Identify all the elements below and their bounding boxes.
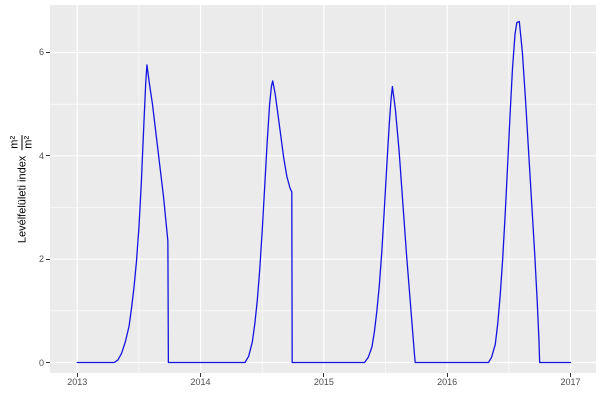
y-axis-title-text: Levélfelületi index	[16, 155, 28, 244]
lai-line-series	[76, 20, 572, 364]
y-axis-tick-label: 2	[38, 254, 44, 265]
y-axis-tick-mark	[46, 258, 50, 260]
unit-denominator: m²	[22, 135, 35, 149]
y-axis-tick-mark	[46, 51, 50, 53]
x-axis-tick-label: 2017	[560, 377, 581, 387]
y-axis-tick-label: 6	[38, 47, 44, 58]
plot-panel	[50, 5, 596, 373]
x-axis-tick-label: 2013	[67, 377, 88, 387]
x-axis-tick-mark	[323, 373, 325, 377]
x-axis-tick-label: 2016	[437, 377, 458, 387]
x-axis-tick-label: 2014	[190, 377, 211, 387]
y-axis-tick-mark	[46, 362, 50, 363]
unit-numerator: m²	[8, 134, 23, 150]
x-axis-tick-mark	[76, 373, 78, 377]
y-axis-tick-label: 0	[38, 357, 44, 368]
plot-canvas	[50, 5, 596, 373]
y-axis-tick-label: 4	[38, 150, 44, 161]
y-axis-tick-mark	[46, 155, 50, 157]
y-axis-unit-fraction: m² m²	[8, 134, 35, 150]
x-axis-tick-label: 2015	[313, 377, 334, 387]
x-axis-tick-mark	[446, 373, 448, 377]
x-axis-tick-mark	[569, 373, 571, 377]
x-axis-tick-mark	[200, 373, 202, 377]
